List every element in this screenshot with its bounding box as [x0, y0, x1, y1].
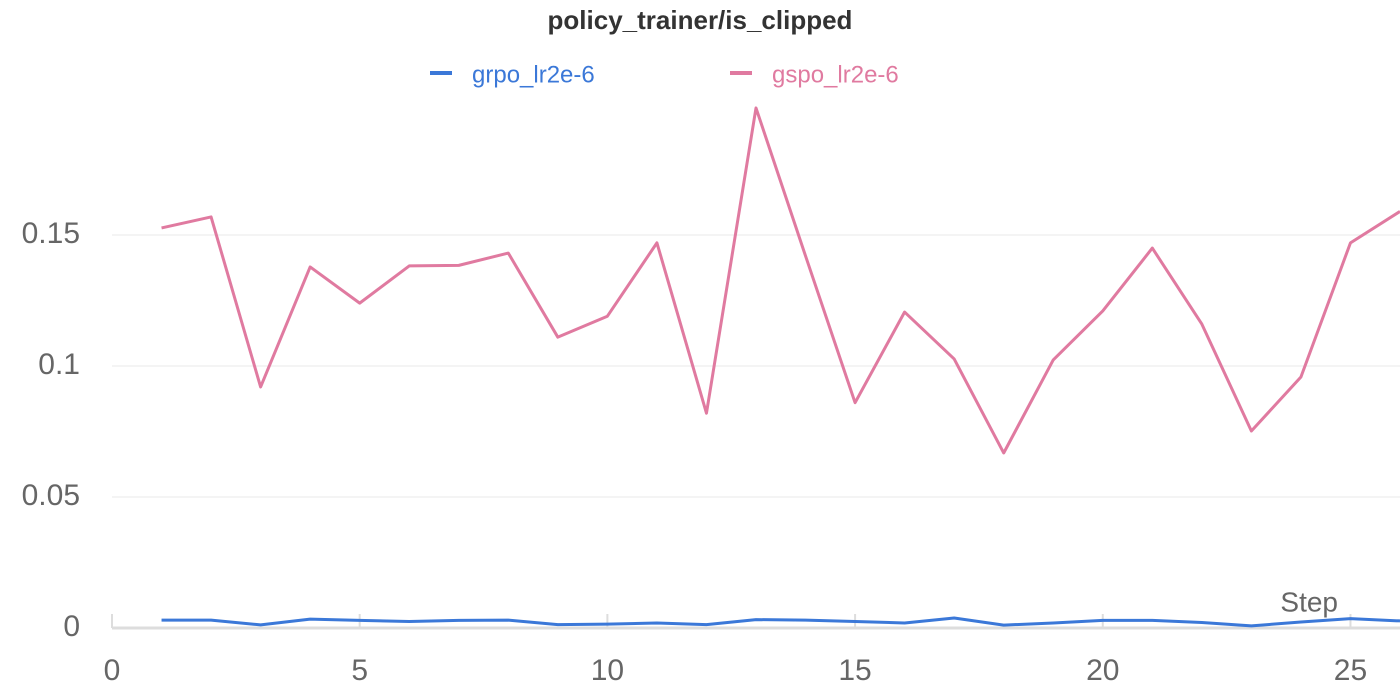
- chart-title: policy_trainer/is_clipped: [548, 5, 853, 35]
- x-tick-label: 0: [104, 654, 121, 687]
- y-tick-label: 0: [63, 610, 80, 643]
- series-line: [161, 616, 1400, 628]
- x-tick-label: 20: [1086, 654, 1119, 687]
- legend-label[interactable]: grpo_lr2e-6: [472, 61, 595, 88]
- legend-label[interactable]: gspo_lr2e-6: [772, 61, 899, 88]
- x-tick-label: 5: [351, 654, 368, 687]
- legend: grpo_lr2e-6 gspo_lr2e-6: [430, 61, 899, 88]
- x-tick-label: 10: [591, 654, 624, 687]
- y-tick-label: 0.1: [38, 348, 80, 381]
- grid: 0 0.05 0.1 0.15 0 5 10 15 20 25: [22, 217, 1400, 687]
- series-line: [161, 106, 1400, 455]
- x-tick-label: 25: [1334, 654, 1367, 687]
- plot-area: [161, 106, 1400, 628]
- y-tick-label: 0.05: [22, 479, 80, 512]
- y-tick-label: 0.15: [22, 217, 80, 250]
- x-axis-label: Step: [1280, 586, 1338, 617]
- x-tick-label: 15: [838, 654, 871, 687]
